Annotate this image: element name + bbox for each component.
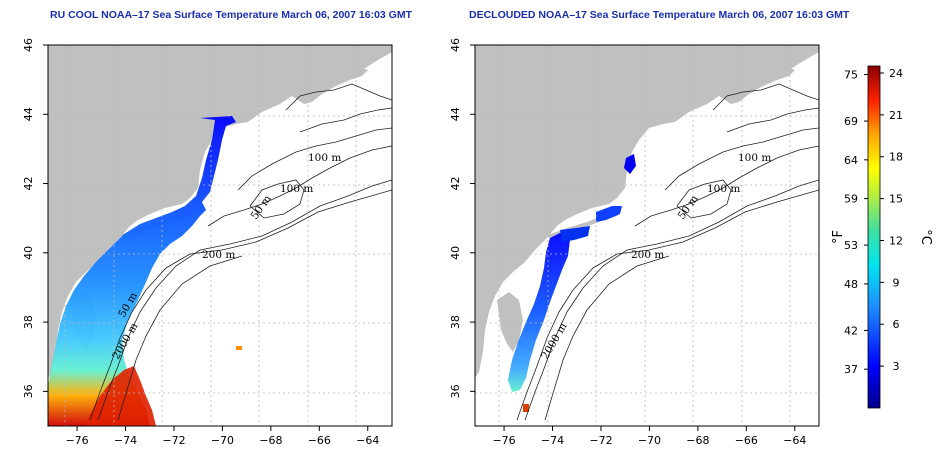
y-tick-label: 40: [449, 246, 462, 260]
contour-label: 100 m: [738, 152, 771, 164]
y-tick-label: 44: [22, 107, 35, 121]
contour-label: 200 m: [631, 249, 664, 261]
y-tick-label: 44: [449, 107, 462, 121]
right-panel-title: DECLOUDED NOAA–17 Sea Surface Temperatur…: [469, 9, 850, 21]
x-tick-label: −70: [211, 434, 234, 447]
celsius-tick-label: 18: [889, 151, 903, 164]
lat-lon-grid: [475, 45, 819, 426]
contour-label: 100 m: [707, 183, 740, 195]
sst-swath-right: [508, 232, 570, 392]
warm-pixel: [236, 346, 242, 350]
celsius-tick-label: 21: [889, 109, 903, 122]
celsius-ticks: 24 21 18 15 12 9 6 3: [880, 67, 903, 373]
right-map-panel: 100 m 100 m 50 m 200 m 2000 m −76 −74 −72−…: [449, 38, 820, 447]
x-tick-label: −74: [541, 434, 564, 447]
warm-pixel: [523, 404, 529, 412]
map-frame: [474, 44, 820, 427]
left-map-panel: 100 m 100 m 50 m 200 m 50 m 2000 m −76 −7…: [22, 38, 393, 447]
y-tick-label: 36: [22, 384, 35, 398]
celsius-tick-label: 24: [889, 67, 903, 80]
y-tick-label: 36: [449, 384, 462, 398]
right-axes: −76 −74 −72 −70 −68 −66 −64 36 38 40 42 44 46: [449, 38, 806, 447]
nova-scotia: [292, 66, 368, 104]
x-tick-label: −68: [686, 434, 709, 447]
bathymetry-contours: [516, 83, 819, 421]
x-tick-label: −74: [114, 434, 137, 447]
lat-lon-grid: [48, 45, 392, 426]
fahrenheit-tick-label: 69: [844, 115, 858, 128]
x-tick-label: −70: [638, 434, 661, 447]
fahrenheit-ticks: 75 69 64 59 53 48 42 37: [844, 69, 868, 376]
celsius-tick-label: 6: [893, 318, 900, 331]
sst-patch-ny: [560, 226, 590, 242]
fahrenheit-tick-label: 59: [844, 193, 858, 206]
temperature-colorbar: 75 69 64 59 53 48 42 37 24 21 18 15 12 9 6 3 °F °C: [831, 65, 933, 409]
fahrenheit-tick-label: 75: [844, 69, 858, 82]
contour-label: 100 m: [308, 152, 341, 164]
sst-swath-left: [48, 116, 236, 426]
x-tick-label: −76: [65, 434, 88, 447]
fahrenheit-unit-label: °F: [831, 230, 846, 244]
fahrenheit-tick-label: 37: [844, 363, 858, 376]
fahrenheit-tick-label: 48: [844, 278, 858, 291]
celsius-unit-label: °C: [918, 229, 933, 245]
colorbar-gradient: [867, 65, 881, 409]
land-mass: [48, 45, 392, 378]
gulf-stream-left: [84, 366, 156, 426]
sst-patch-maine: [624, 154, 636, 174]
y-tick-label: 42: [22, 177, 35, 191]
nova-scotia: [719, 66, 795, 104]
x-tick-label: −66: [735, 434, 758, 447]
contour-label: 200 m: [202, 249, 235, 261]
contour-label: 100 m: [280, 183, 313, 195]
x-tick-label: −64: [783, 434, 806, 447]
y-tick-label: 46: [449, 38, 462, 52]
fahrenheit-tick-label: 53: [844, 239, 858, 252]
y-tick-label: 40: [22, 246, 35, 260]
left-axes: −76 −74 −72 −70 −68 −66 −64 36 38 40 42 44 46: [22, 38, 379, 447]
x-tick-label: −64: [356, 434, 379, 447]
land-mass: [475, 45, 819, 378]
celsius-tick-label: 3: [893, 360, 900, 373]
fahrenheit-tick-label: 42: [844, 324, 858, 337]
x-tick-label: −68: [259, 434, 282, 447]
map-frame: [47, 44, 393, 427]
celsius-tick-label: 15: [889, 193, 903, 206]
x-tick-label: −76: [492, 434, 515, 447]
x-tick-label: −66: [308, 434, 331, 447]
y-tick-label: 38: [22, 315, 35, 329]
y-tick-label: 42: [449, 177, 462, 191]
y-tick-label: 38: [449, 315, 462, 329]
x-tick-label: −72: [589, 434, 612, 447]
x-tick-label: −72: [162, 434, 185, 447]
celsius-tick-label: 12: [889, 234, 903, 247]
left-panel-title: RU COOL NOAA–17 Sea Surface Temperature …: [50, 9, 413, 21]
delmarva: [497, 292, 523, 352]
fahrenheit-tick-label: 64: [844, 154, 858, 167]
sst-patch-north: [596, 206, 622, 222]
y-tick-label: 46: [22, 38, 35, 52]
celsius-tick-label: 9: [893, 276, 900, 289]
bathymetry-contours: [89, 83, 392, 421]
